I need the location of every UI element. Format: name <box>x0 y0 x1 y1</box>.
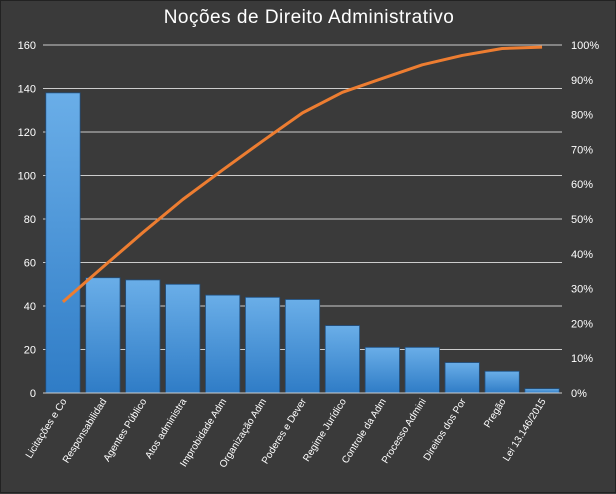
x-tick-label: Agentes Público <box>102 396 150 463</box>
y2-tick-label: 70% <box>571 144 593 156</box>
cumulative-line <box>63 47 542 302</box>
bar <box>205 295 239 393</box>
bar <box>365 347 399 393</box>
y2-tick-label: 20% <box>571 318 593 330</box>
bar <box>325 326 359 393</box>
bar <box>525 389 559 393</box>
y-tick-label: 160 <box>18 40 36 52</box>
bar <box>245 297 279 393</box>
bar <box>166 284 200 393</box>
bar <box>46 93 80 393</box>
y2-tick-label: 80% <box>571 110 593 122</box>
y2-tick-label: 90% <box>571 75 593 87</box>
y-tick-label: 140 <box>18 84 36 96</box>
y-tick-label: 40 <box>24 301 36 313</box>
y2-tick-label: 40% <box>571 249 593 261</box>
bar <box>405 347 439 393</box>
y2-tick-label: 10% <box>571 353 593 365</box>
x-tick-label: Direitos dos Por <box>422 396 469 463</box>
axes: 0 20 40 60 80 100 120 140 160 0% 10% 20% 30% 40% 50% 60… <box>18 40 600 470</box>
x-tick-label: Licitações e Co <box>24 396 70 460</box>
y2-tick-label: 0% <box>571 388 587 400</box>
x-tick-label: Pregão <box>482 396 509 430</box>
y-tick-label: 100 <box>18 171 36 183</box>
x-tick-label: Controle da Adm <box>340 397 389 466</box>
bar <box>285 299 319 393</box>
y2-tick-label: 50% <box>571 214 593 226</box>
x-tick-label: Processo Admini <box>380 397 429 466</box>
x-tick-label: Responsabilidad <box>61 397 110 466</box>
x-tick-label: Atos administra <box>143 396 189 461</box>
x-tick-label: Regime Jurídico <box>301 396 349 463</box>
cumulative-line-series <box>63 47 542 302</box>
y-tick-label: 0 <box>30 388 36 400</box>
bar <box>485 371 519 393</box>
bar <box>86 278 120 393</box>
y-tick-label: 80 <box>24 214 36 226</box>
y2-tick-label: 60% <box>571 179 593 191</box>
bar-series <box>46 93 559 393</box>
y-tick-label: 20 <box>24 345 36 357</box>
y-tick-label: 60 <box>24 258 36 270</box>
y-tick-label: 120 <box>18 127 36 139</box>
bar <box>445 363 479 393</box>
x-tick-label: Lei 13.146/2015 <box>501 396 549 463</box>
y2-tick-label: 30% <box>571 284 593 296</box>
y2-tick-label: 100% <box>571 40 599 52</box>
bar <box>126 280 160 393</box>
